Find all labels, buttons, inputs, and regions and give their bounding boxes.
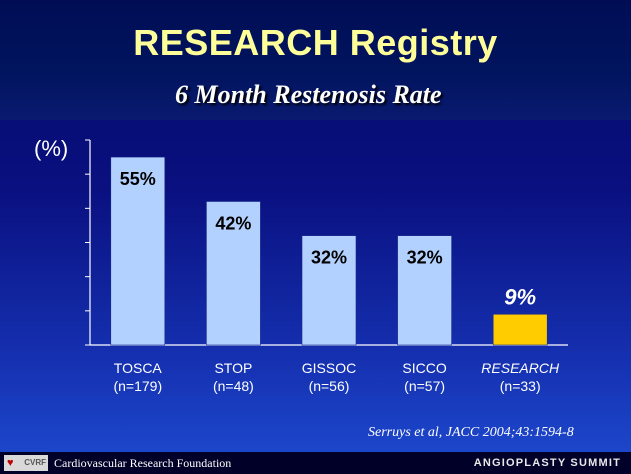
data-label: 9%	[504, 284, 536, 309]
data-label: 55%	[120, 169, 156, 189]
slide-title: RESEARCH Registry	[133, 22, 498, 63]
heart-icon: ♥	[7, 457, 14, 469]
cvrf-logo: ♥ CVRF	[4, 455, 48, 471]
category-label: STOP	[214, 360, 252, 376]
title-band	[0, 0, 631, 120]
category-label: RESEARCH	[481, 360, 560, 376]
slide-subtitle: 6 Month Restenosis Rate	[175, 80, 442, 109]
bar-sicco	[397, 235, 452, 346]
sample-size-label: (n=57)	[404, 378, 445, 394]
bar-research	[492, 313, 548, 346]
chart-bars	[110, 156, 548, 346]
logo-text: CVRF	[24, 458, 46, 467]
sample-size-label: (n=179)	[113, 378, 162, 394]
category-label: GISSOC	[302, 360, 356, 376]
footer-event: ANGIOPLASTY SUMMIT	[473, 457, 621, 469]
bar-gissoc	[301, 235, 357, 346]
data-label: 42%	[215, 214, 251, 234]
category-label: TOSCA	[114, 360, 163, 376]
y-axis-label: (%)	[34, 136, 69, 161]
citation: Serruys et al, JACC 2004;43:1594-8	[368, 425, 574, 440]
footer-bar: ♥ CVRF Cardiovascular Research Foundatio…	[0, 452, 631, 474]
sample-size-label: (n=48)	[213, 378, 254, 394]
category-label: SICCO	[402, 360, 446, 376]
data-label: 32%	[407, 248, 443, 268]
sample-size-label: (n=33)	[500, 378, 541, 394]
chart-labels: 55% TOSCA (n=179) 42% STOP (n=48) 32% GISSOC (n=…	[113, 169, 560, 394]
sample-size-label: (n=56)	[309, 378, 350, 394]
footer-organization: Cardiovascular Research Foundation	[54, 456, 232, 470]
bar-stop	[206, 201, 261, 346]
bar-tosca	[110, 156, 166, 346]
data-label: 32%	[311, 248, 347, 268]
